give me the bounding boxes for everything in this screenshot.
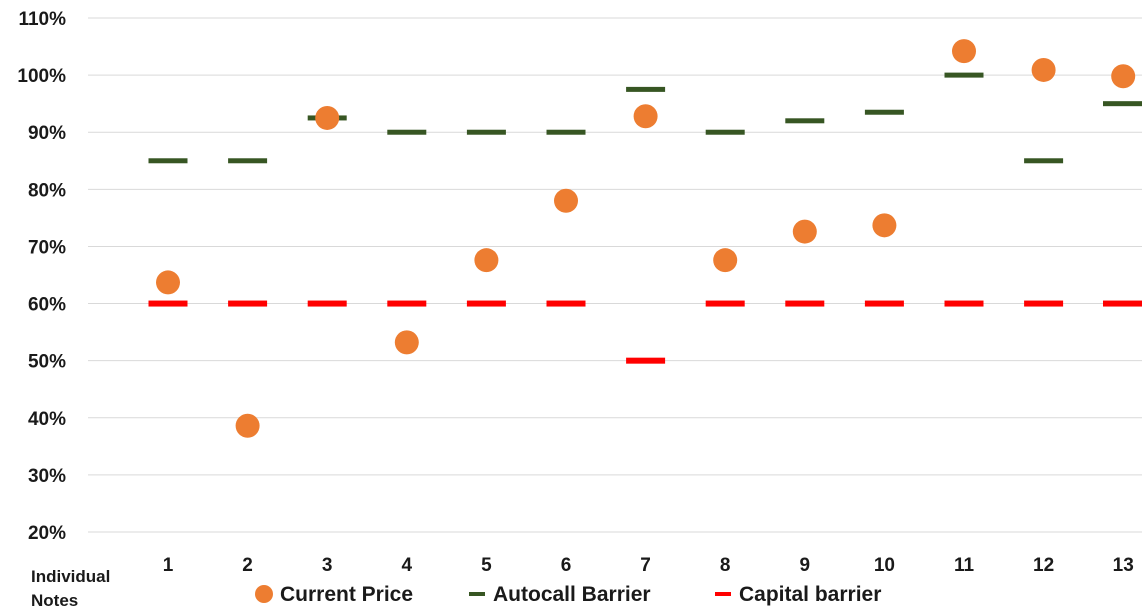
capital-barrier-mark xyxy=(1103,300,1142,307)
current-price-point xyxy=(394,330,419,355)
autocall-barrier-mark xyxy=(864,109,904,115)
x-tick-label: 3 xyxy=(322,555,333,576)
capital-barrier-mark xyxy=(546,300,586,307)
capital-barrier-mark xyxy=(148,300,188,307)
x-tick-label: 11 xyxy=(954,555,975,576)
legend-label-autocall-barrier: Autocall Barrier xyxy=(493,583,651,606)
legend-marker-current-price xyxy=(255,585,273,603)
capital-barrier-mark xyxy=(228,300,268,307)
y-tick-label: 90% xyxy=(28,123,66,144)
grid-lines xyxy=(88,17,1142,533)
y-axis-tick-labels: 20% 30% 40% 50% 60% 70% 80% 90% 100% 110% xyxy=(17,9,66,544)
x-tick-label: 6 xyxy=(561,555,572,576)
y-tick-label: 110% xyxy=(18,9,66,30)
x-tick-label: 4 xyxy=(402,555,413,576)
data-marks xyxy=(148,39,1142,438)
current-price-point xyxy=(872,213,897,238)
y-tick-label: 50% xyxy=(28,352,66,373)
legend-marker-capital-barrier xyxy=(715,592,731,596)
current-price-point xyxy=(1111,64,1136,89)
x-axis-title: Individual Notes xyxy=(31,567,110,609)
current-price-point xyxy=(235,413,260,438)
autocall-barrier-mark xyxy=(626,86,666,92)
autocall-barrier-mark xyxy=(148,158,188,164)
current-price-point xyxy=(952,39,976,64)
autocall-barrier-mark xyxy=(1024,158,1064,164)
current-price-point xyxy=(1031,57,1056,82)
current-price-point xyxy=(156,270,180,295)
legend-marker-autocall-barrier xyxy=(469,592,485,596)
y-tick-label: 30% xyxy=(28,466,66,487)
legend-label-capital-barrier: Capital barrier xyxy=(739,583,881,606)
capital-barrier-mark xyxy=(387,300,427,307)
y-tick-label: 80% xyxy=(28,180,66,201)
current-price-point xyxy=(792,219,817,244)
capital-barrier-mark xyxy=(307,300,347,307)
y-tick-label: 100% xyxy=(17,66,66,87)
autocall-barrier-mark xyxy=(546,129,586,135)
capital-barrier-mark xyxy=(785,300,825,307)
autocall-barrier-mark xyxy=(387,129,427,135)
y-tick-label: 20% xyxy=(28,523,66,544)
x-tick-label: 12 xyxy=(1033,555,1054,576)
x-tick-label: 1 xyxy=(163,555,174,576)
capital-barrier-mark xyxy=(864,300,904,307)
x-tick-label: 2 xyxy=(242,555,253,576)
current-price-point xyxy=(474,248,499,273)
capital-barrier-mark xyxy=(705,300,745,307)
x-tick-label: 8 xyxy=(720,555,731,576)
x-tick-label: 5 xyxy=(481,555,492,576)
current-price-point xyxy=(633,104,658,129)
current-price-point xyxy=(713,248,738,273)
capital-barrier-mark xyxy=(466,300,506,307)
x-tick-label: 7 xyxy=(640,555,651,576)
autocall-barrier-mark xyxy=(228,158,268,164)
capital-barrier-mark xyxy=(944,300,984,307)
autocall-barrier-mark xyxy=(705,129,745,135)
legend: Current Price Autocall Barrier Capital b… xyxy=(255,583,881,606)
autocall-barrier-mark xyxy=(1103,101,1142,107)
capital-barrier-mark xyxy=(1024,300,1064,307)
x-tick-label: 13 xyxy=(1113,555,1134,576)
y-tick-label: 70% xyxy=(28,237,66,258)
current-price-point xyxy=(315,105,340,130)
y-tick-label: 40% xyxy=(28,409,66,430)
autocall-barrier-mark xyxy=(944,72,984,78)
capital-barrier-mark xyxy=(626,357,666,364)
autocall-barrier-mark xyxy=(785,118,825,124)
current-price-point xyxy=(554,188,578,213)
legend-label-current-price: Current Price xyxy=(280,583,413,606)
x-axis-tick-labels: 1 2 3 4 5 6 7 8 9 10 11 12 13 xyxy=(163,555,1134,576)
y-tick-label: 60% xyxy=(28,295,66,316)
x-tick-label: 9 xyxy=(800,555,811,576)
autocall-barrier-mark xyxy=(466,129,506,135)
x-tick-label: 10 xyxy=(874,555,895,576)
